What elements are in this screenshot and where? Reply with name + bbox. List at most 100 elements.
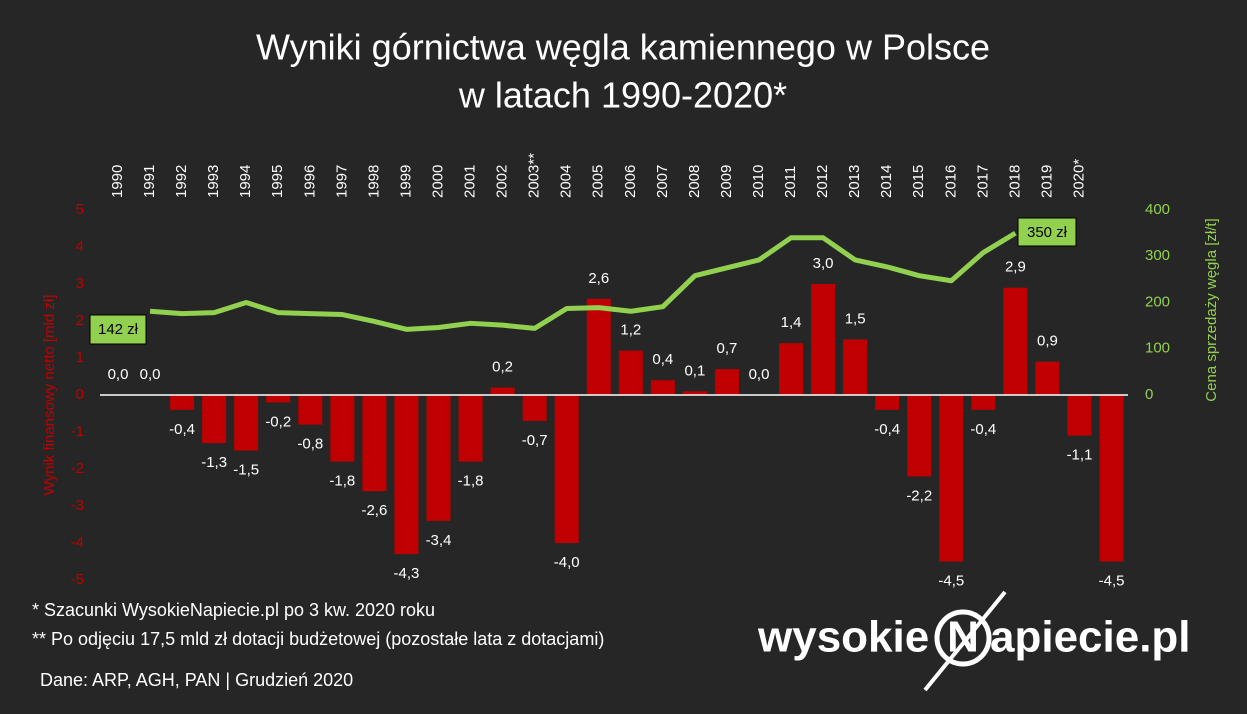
bar [811,284,836,395]
x-tick-label: 2012 [814,165,831,198]
value-label: -0,8 [297,436,323,453]
y2-tick-label: 400 [1145,201,1170,218]
logo-icon [934,609,992,667]
value-label: 0,2 [492,359,513,376]
x-tick-label: 2014 [878,165,895,198]
value-label: -1,8 [329,473,355,490]
bar [394,395,419,555]
y2-axis-title: Cena sprzedaży węgla [zł/t] [1203,218,1220,401]
value-label: -4,3 [394,565,420,582]
annotation: 350 zł [1027,224,1068,241]
value-label: -1,3 [201,454,227,471]
value-label: 0,0 [140,366,161,383]
value-label: -4,5 [938,572,964,589]
value-label: -0,4 [874,421,900,438]
y-tick-label: -4 [71,534,84,551]
y-tick-label: -2 [71,460,84,477]
source: Dane: ARP, AGH, PAN | Grudzień 2020 [40,670,353,690]
value-label: 0,9 [1037,333,1058,350]
y-axis-title: Wynik finansowy netto [mld zł] [41,295,58,496]
y2-tick-label: 0 [1145,386,1153,403]
footnote: ** Po odjęciu 17,5 mld zł dotacji budżet… [32,629,604,649]
x-tick-label: 1991 [141,165,158,198]
x-tick-label: 2006 [622,165,639,198]
bar [362,395,387,492]
bar [458,395,483,462]
bar [714,369,739,395]
x-tick-label: 2015 [910,165,927,198]
value-label: 3,0 [813,255,834,272]
bar [618,350,643,395]
footnote: * Szacunki WysokieNapiecie.pl po 3 kw. 2… [32,600,435,620]
y-tick-label: 2 [76,312,84,329]
bar [1067,395,1092,436]
value-label: 0,0 [108,366,129,383]
y-tick-label: 0 [76,386,84,403]
value-label: -3,4 [426,532,452,549]
y2-tick-label: 200 [1145,293,1170,310]
value-label: 0,7 [717,340,738,357]
x-tick-label: 2008 [686,165,703,198]
logo-text: wysokie [757,613,929,662]
bar [1099,395,1124,562]
value-label: 0,4 [652,351,673,368]
y-tick-label: 3 [76,275,84,292]
bar [586,298,611,395]
x-tick-label: 1997 [333,165,350,198]
logo-icon [923,590,1007,692]
value-label: -4,0 [554,554,580,571]
x-tick-label: 2002 [494,165,511,198]
x-tick-label: 1994 [237,165,254,198]
x-tick-label: 2016 [942,165,959,198]
bar [234,395,259,451]
x-tick-label: 2009 [718,165,735,198]
y-tick-label: -1 [71,423,84,440]
y-tick-label: 5 [76,201,84,218]
x-tick-label: 1993 [205,165,222,198]
value-label: 0,0 [749,366,770,383]
bar [875,395,900,410]
bar [939,395,964,562]
value-label: -1,5 [233,461,259,478]
bar [298,395,323,425]
value-label: 1,2 [620,322,641,339]
value-label: 2,6 [588,270,609,287]
x-tick-label: 2019 [1038,165,1055,198]
y2-tick-label: 100 [1145,340,1170,357]
x-tick-label: 1995 [269,165,286,198]
value-label: -0,4 [970,421,996,438]
logo-text: apiecie.pl [990,613,1191,662]
plot: -5 -4 -3 -2 -1 0 1 2 3 4 5 0 100 200 300 400 1990 1991 199… [71,153,1170,590]
bar [330,395,355,462]
annotation-box [89,314,147,345]
x-tick-label: 2007 [654,165,671,198]
x-tick-label: 1999 [397,165,414,198]
value-label: -2,2 [906,487,932,504]
x-tick-label: 2003** [526,153,543,198]
bar [202,395,227,444]
bar [266,395,291,403]
y-tick-label: 4 [76,238,84,255]
value-label: 2,9 [1005,259,1026,276]
x-tick-label: 2011 [782,166,799,198]
bar [682,391,707,395]
bar [1035,361,1060,395]
x-tick-label: 1992 [173,165,190,198]
logo-text: N [947,613,979,662]
x-tick-label: 2018 [1006,165,1023,198]
x-tick-label: 2000 [429,165,446,198]
line [149,230,1017,332]
y-tick-label: -3 [71,497,84,514]
value-label: -0,7 [522,432,548,449]
value-label: -4,5 [1099,572,1125,589]
bar [170,395,195,410]
bar [426,395,451,521]
bar [650,380,675,395]
value-label: -0,4 [169,421,195,438]
bar [554,395,579,543]
annotation: 142 zł [98,321,139,338]
x-tick-label: 2010 [750,165,767,198]
value-label: -0,2 [265,413,291,430]
x-tick-label: 1998 [365,165,382,198]
